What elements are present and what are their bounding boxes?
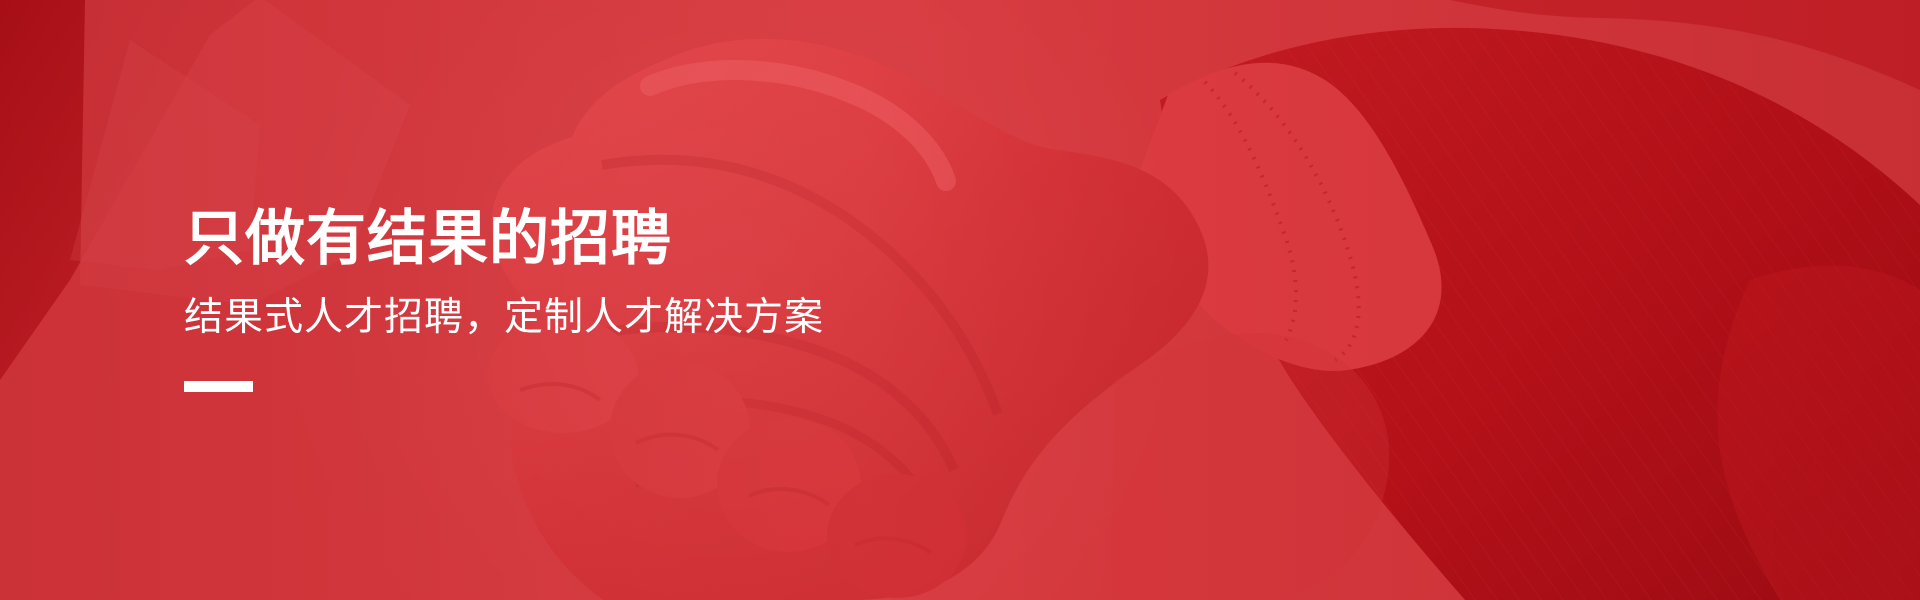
hero-copy: 只做有结果的招聘 结果式人才招聘，定制人才解决方案 <box>184 200 824 392</box>
hero-subtitle: 结果式人才招聘，定制人才解决方案 <box>184 295 825 340</box>
hero-divider <box>184 381 253 392</box>
hero-title: 只做有结果的招聘 <box>184 204 672 274</box>
